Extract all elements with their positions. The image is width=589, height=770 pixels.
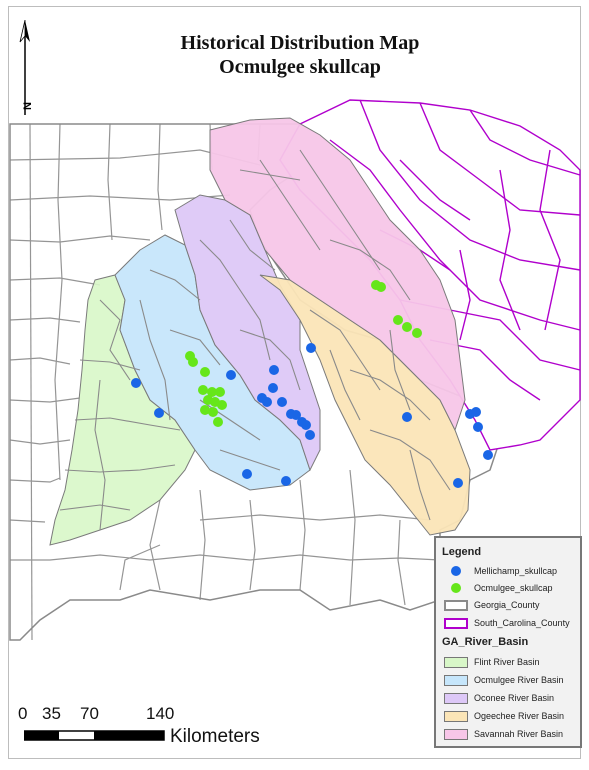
mellichamp-point xyxy=(291,410,301,420)
mellichamp-point xyxy=(154,408,164,418)
mellichamp-point xyxy=(262,397,272,407)
ocmulgee-point xyxy=(217,400,227,410)
scale-tick-label: 35 xyxy=(42,704,61,723)
mellichamp-point xyxy=(131,378,141,388)
legend-label: Savannah River Basin xyxy=(474,729,564,739)
legend-item-savannah: Savannah River Basin xyxy=(444,727,563,741)
mellichamp-point xyxy=(277,397,287,407)
ocmulgee-point xyxy=(208,407,218,417)
mellichamp-point xyxy=(402,412,412,422)
mellichamp-point xyxy=(269,365,279,375)
ocmulgee-point xyxy=(393,315,403,325)
legend-label: Ocmulgee River Basin xyxy=(474,675,564,685)
legend-panel: Legend Mellichamp_skullcap Ocmulgee_skul… xyxy=(434,536,582,748)
green-dot-icon xyxy=(451,583,461,593)
mellichamp-point xyxy=(301,420,311,430)
legend-label: Georgia_County xyxy=(474,600,540,610)
map-title: Historical Distribution Map xyxy=(180,32,420,54)
ocmulgee-swatch-icon xyxy=(444,674,468,686)
ocmulgee-point xyxy=(402,322,412,332)
blue-dot-icon xyxy=(451,566,461,576)
legend-item-sc-county: South_Carolina_County xyxy=(444,616,570,630)
mellichamp-point xyxy=(483,450,493,460)
mellichamp-point xyxy=(281,476,291,486)
ocmulgee-point xyxy=(215,387,225,397)
savannah-swatch-icon xyxy=(444,728,468,740)
ocmulgee-point xyxy=(200,367,210,377)
mellichamp-point xyxy=(305,430,315,440)
legend-label: Ocmulgee_skullcap xyxy=(474,583,553,593)
mellichamp-point xyxy=(306,343,316,353)
oconee-swatch-icon xyxy=(444,692,468,704)
north-label: N xyxy=(21,102,34,110)
legend-item-ocmulgee: Ocmulgee_skullcap xyxy=(444,581,553,595)
legend-label: Mellichamp_skullcap xyxy=(474,566,558,576)
gray-box-icon xyxy=(444,599,468,611)
legend-item-flint: Flint River Basin xyxy=(444,655,540,669)
legend-label: Flint River Basin xyxy=(474,657,540,667)
scale-tick-label: 70 xyxy=(80,704,99,723)
ocmulgee-point xyxy=(207,387,217,397)
scale-tick-label: 0 xyxy=(18,704,28,723)
mellichamp-points xyxy=(131,343,493,488)
legend-item-ocmulgee-basin: Ocmulgee River Basin xyxy=(444,673,564,687)
scale-bar-graphic xyxy=(24,730,165,741)
north-arrow-icon xyxy=(19,20,30,115)
scale-tick-label: 140 xyxy=(146,704,175,723)
legend-label: Ogeechee River Basin xyxy=(474,711,565,721)
mellichamp-point xyxy=(226,370,236,380)
mellichamp-point xyxy=(471,407,481,417)
legend-label: Oconee River Basin xyxy=(474,693,555,703)
ogeechee-swatch-icon xyxy=(444,710,468,722)
legend-basin-heading: GA_River_Basin xyxy=(442,636,529,648)
ocmulgee-points xyxy=(185,280,422,427)
legend-label: South_Carolina_County xyxy=(474,618,570,628)
ocmulgee-point xyxy=(198,385,208,395)
ocmulgee-point xyxy=(200,405,210,415)
ocmulgee-point xyxy=(213,417,223,427)
legend-title: Legend xyxy=(442,546,482,558)
legend-item-ogeechee: Ogeechee River Basin xyxy=(444,709,564,723)
mellichamp-point xyxy=(268,383,278,393)
mellichamp-point xyxy=(453,478,463,488)
map-subtitle: Ocmulgee skullcap xyxy=(219,56,381,78)
purple-box-icon xyxy=(444,617,468,629)
savannah-basin xyxy=(209,117,466,432)
mellichamp-point xyxy=(242,469,252,479)
flint-swatch-icon xyxy=(444,656,468,668)
ocmulgee-point xyxy=(376,282,386,292)
legend-item-mellichamp: Mellichamp_skullcap xyxy=(444,564,557,578)
ocmulgee-point xyxy=(188,357,198,367)
legend-item-oconee: Oconee River Basin xyxy=(444,691,554,705)
legend-item-georgia-county: Georgia_County xyxy=(444,598,540,612)
basin-county-lines xyxy=(59,149,451,531)
mellichamp-point xyxy=(473,422,483,432)
scale-unit: Kilometers xyxy=(170,726,260,747)
ocmulgee-point xyxy=(412,328,422,338)
